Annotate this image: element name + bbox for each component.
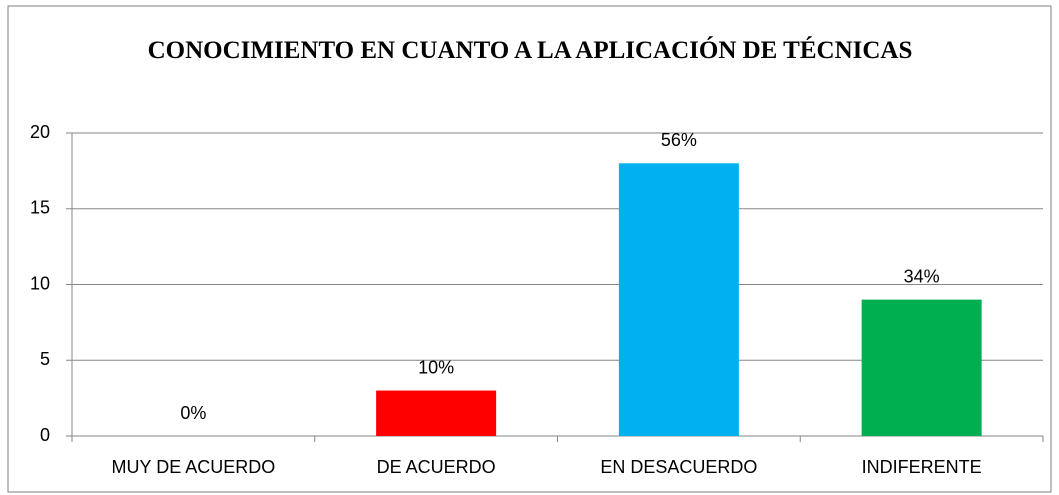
y-tick-label: 0: [40, 425, 50, 445]
y-tick-label: 20: [30, 122, 50, 142]
bar: [861, 299, 982, 436]
x-tick-label: INDIFERENTE: [862, 457, 982, 477]
data-label: 0%: [180, 403, 206, 423]
x-tick-label: DE ACUERDO: [377, 457, 496, 477]
data-label: 56%: [661, 130, 697, 150]
y-tick-label: 15: [30, 198, 50, 218]
x-tick-label: EN DESACUERDO: [600, 457, 757, 477]
data-label: 34%: [904, 266, 940, 286]
y-tick-label: 10: [30, 273, 50, 293]
bar: [618, 163, 739, 437]
chart-title: CONOCIMIENTO EN CUANTO A LA APLICACIÓN D…: [147, 37, 913, 64]
x-tick-label: MUY DE ACUERDO: [112, 457, 276, 477]
y-tick-label: 5: [40, 349, 50, 369]
data-label: 10%: [418, 357, 454, 377]
bar: [376, 390, 497, 436]
